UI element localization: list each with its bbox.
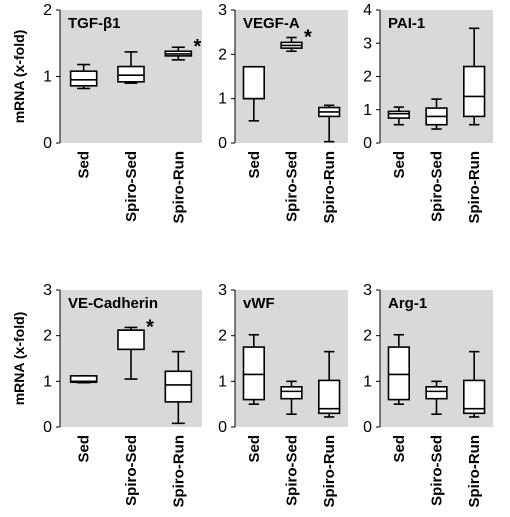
panel-title: Arg-1 [388, 295, 427, 312]
box-spiro-run [164, 350, 193, 425]
y-tick-label: 0 [363, 419, 372, 436]
y-tick-label: 3 [363, 35, 372, 52]
iqr-box [425, 386, 448, 400]
box-sed [387, 106, 410, 126]
y-tick-label: 0 [218, 419, 227, 436]
significance-marker: * [146, 316, 154, 338]
panel-title: vWF [243, 295, 275, 312]
iqr-box [164, 370, 193, 403]
y-tick-label: 1 [218, 373, 227, 390]
box-spiro-sed [280, 36, 303, 53]
x-tick-label: Sed [391, 151, 408, 179]
y-tick-label: 3 [218, 2, 227, 19]
x-tick-label: Sed [246, 151, 263, 179]
iqr-box [387, 346, 410, 401]
y-tick-label: 1 [218, 91, 227, 108]
chart-panel-2: 0 1 2 3 VEGF-A Sed Spiro-Sed Spiro-Run * [218, 2, 348, 224]
box-spiro-sed [117, 51, 145, 84]
x-tick-label: Spiro-Run [466, 151, 483, 224]
y-tick-label: 3 [363, 282, 372, 299]
x-tick-label: Spiro-Run [321, 435, 338, 508]
box-sed [242, 65, 265, 122]
iqr-box [69, 375, 98, 384]
y-tick-label: 1 [43, 373, 52, 390]
x-tick-label: Sed [246, 435, 263, 463]
x-tick-label: Sed [76, 435, 93, 463]
y-tick-label: 1 [43, 69, 52, 86]
box-sed [69, 375, 98, 384]
box-sed [69, 63, 98, 90]
box-spiro-sed [117, 326, 145, 380]
iqr-box [117, 329, 145, 351]
y-tick-label: 0 [218, 135, 227, 152]
x-tick-label: Spiro-Run [466, 435, 483, 508]
iqr-box [242, 65, 265, 100]
x-tick-label: Spiro-Sed [123, 435, 140, 506]
y-tick-label: 0 [363, 135, 372, 152]
chart-panel-4: 0 1 2 3 mRNA (x-fold) VE-Cadherin Sed Spiro-Sed… [11, 282, 202, 508]
x-tick-label: Spiro-Sed [429, 151, 446, 222]
iqr-box [387, 110, 410, 119]
box-spiro-run [318, 350, 341, 418]
y-tick-label: 2 [43, 328, 52, 345]
y-axis-label: mRNA (x-fold) [11, 312, 27, 406]
box-sed [242, 333, 265, 405]
y-tick-label: 1 [363, 102, 372, 119]
iqr-box [117, 65, 145, 83]
iqr-box [280, 386, 303, 400]
y-tick-label: 2 [218, 328, 227, 345]
y-axis-label: mRNA (x-fold) [11, 30, 27, 124]
box-spiro-sed [425, 98, 448, 130]
significance-marker: * [193, 36, 201, 58]
x-tick-label: Spiro-Sed [429, 435, 446, 506]
panel-title: VE-Cadherin [68, 295, 158, 312]
box-spiro-sed [425, 380, 448, 416]
chart-panel-6: 0 1 2 3 Arg-1 Sed Spiro-Sed Spiro-Run [363, 282, 493, 508]
y-tick-label: 3 [43, 282, 52, 299]
iqr-box [318, 379, 341, 415]
y-tick-label: 2 [363, 69, 372, 86]
y-tick-label: 2 [43, 2, 52, 19]
x-tick-label: Spiro-Run [321, 151, 338, 224]
x-tick-label: Spiro-Sed [123, 151, 140, 222]
significance-marker: * [304, 26, 312, 48]
chart-panel-3: 0 1 2 3 4 PAI-1 Sed Spiro-Sed Spiro-Run [363, 2, 493, 224]
chart-panel-5: 0 1 2 3 vWF Sed Spiro-Sed Spiro-Run [218, 282, 348, 508]
chart-panel-1: 0 1 2 mRNA (x-fold) TGF-β1 Sed Spiro-Sed Spiro-… [11, 2, 202, 224]
box-sed [387, 333, 410, 405]
box-spiro-run [164, 46, 193, 61]
y-tick-label: 3 [218, 282, 227, 299]
y-tick-label: 4 [363, 2, 372, 19]
y-tick-label: 0 [43, 135, 52, 152]
iqr-box [463, 65, 486, 118]
x-tick-label: Sed [391, 435, 408, 463]
y-tick-label: 0 [43, 419, 52, 436]
y-tick-label: 2 [363, 328, 372, 345]
x-tick-label: Spiro-Sed [284, 151, 301, 222]
box-spiro-run [463, 27, 486, 126]
x-tick-label: Spiro-Sed [284, 435, 301, 506]
iqr-box [463, 379, 486, 415]
panel-title: TGF-β1 [68, 15, 121, 32]
panel-title: VEGF-A [243, 15, 300, 32]
panel-title: PAI-1 [388, 15, 425, 32]
iqr-box [242, 346, 265, 401]
box-spiro-run [318, 104, 341, 143]
box-spiro-run [463, 350, 486, 418]
x-tick-label: Spiro-Run [170, 435, 187, 508]
iqr-box [69, 70, 98, 87]
x-tick-label: Sed [76, 151, 93, 179]
y-tick-label: 1 [363, 373, 372, 390]
x-tick-label: Spiro-Run [170, 151, 187, 224]
box-spiro-sed [280, 380, 303, 416]
y-tick-label: 2 [218, 46, 227, 63]
